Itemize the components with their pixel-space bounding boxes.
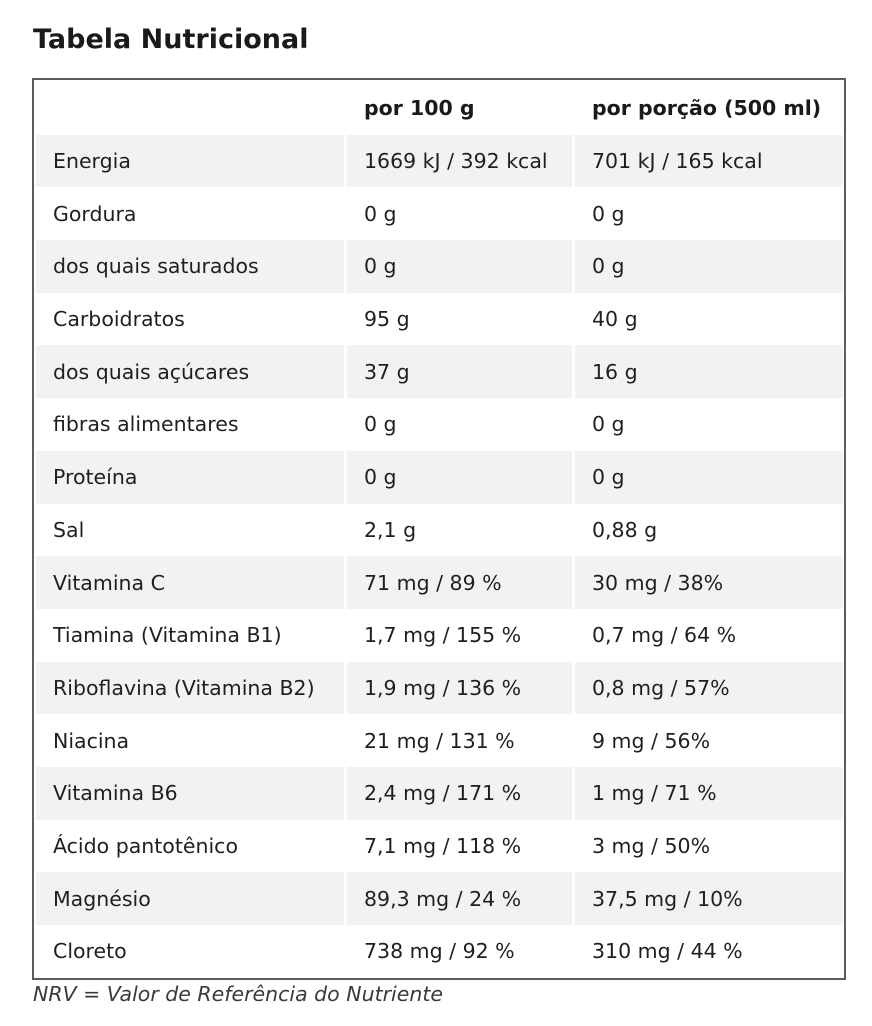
table-row: Niacina 21 mg / 131 % 9 mg / 56% <box>36 714 843 767</box>
per-serving-value-cell: 0,88 g <box>575 503 843 557</box>
table-row: Ácido pantotênico 7,1 mg / 118 % 3 mg / 50… <box>36 819 843 873</box>
nutrient-name-cell: Vitamina B6 <box>36 766 344 820</box>
per-100g-value-cell: 89,3 mg / 24 % <box>347 872 572 925</box>
per-serving-value-cell: 16 g <box>575 345 843 399</box>
table-row: Cloreto 738 mg / 92 % 310 mg / 44 % <box>36 925 843 978</box>
table-row: Magnésio 89,3 mg / 24 % 37,5 mg / 10% <box>36 872 843 925</box>
per-serving-value-cell: 0,7 mg / 64 % <box>575 608 843 662</box>
per-serving-value-cell: 0 g <box>575 398 843 451</box>
per-serving-value-cell: 30 mg / 38% <box>575 556 843 609</box>
per-serving-value-cell: 701 kJ / 165 kcal <box>575 134 843 188</box>
header-per-serving: por porção (500 ml) <box>592 96 822 121</box>
per-serving-value-cell: 0 g <box>575 450 843 504</box>
nutrient-name-cell: Energia <box>36 134 344 188</box>
per-serving-value-cell: 1 mg / 71 % <box>575 766 843 820</box>
per-serving-value-cell: 9 mg / 56% <box>575 714 843 767</box>
nutrient-name-cell: Carboidratos <box>36 292 344 346</box>
header-empty-cell <box>36 82 344 135</box>
nutrient-name-cell: dos quais saturados <box>36 240 344 293</box>
nutrient-name-cell: Vitamina C <box>36 556 344 609</box>
table-header-row: por 100 g por porção (500 ml) <box>36 82 843 135</box>
nutrient-name-cell: Cloreto <box>36 925 344 978</box>
nutrient-name-cell: dos quais açúcares <box>36 345 344 399</box>
nutrient-name-cell: Niacina <box>36 714 344 767</box>
table-row: Carboidratos 95 g 40 g <box>36 292 843 346</box>
per-100g-value-cell: 0 g <box>347 450 572 504</box>
per-100g-value-cell: 21 mg / 131 % <box>347 714 572 767</box>
table-row: Sal 2,1 g 0,88 g <box>36 503 843 557</box>
per-100g-value-cell: 1,7 mg / 155 % <box>347 608 572 662</box>
per-100g-value-cell: 95 g <box>347 292 572 346</box>
per-100g-value-cell: 7,1 mg / 118 % <box>347 819 572 873</box>
per-serving-value-cell: 3 mg / 50% <box>575 819 843 873</box>
per-100g-value-cell: 2,1 g <box>347 503 572 557</box>
nutrition-table: por 100 g por porção (500 ml) Energia 166… <box>33 82 846 978</box>
nutrient-name-cell: Proteína <box>36 450 344 504</box>
table-row: Tiamina (Vitamina B1) 1,7 mg / 155 % 0,7 m… <box>36 608 843 662</box>
per-100g-value-cell: 0 g <box>347 240 572 293</box>
per-serving-value-cell: 37,5 mg / 10% <box>575 872 843 925</box>
nutrient-name-cell: Riboflavina (Vitamina B2) <box>36 661 344 715</box>
nutrient-name-cell: Tiamina (Vitamina B1) <box>36 608 344 662</box>
per-serving-value-cell: 0 g <box>575 187 843 241</box>
per-serving-value-cell: 40 g <box>575 292 843 346</box>
per-serving-value-cell: 0,8 mg / 57% <box>575 661 843 715</box>
nutrition-table-frame: por 100 g por porção (500 ml) Energia 166… <box>32 78 846 980</box>
per-100g-value-cell: 1,9 mg / 136 % <box>347 661 572 715</box>
per-100g-value-cell: 0 g <box>347 187 572 241</box>
per-serving-value-cell: 310 mg / 44 % <box>575 925 843 978</box>
per-100g-value-cell: 37 g <box>347 345 572 399</box>
per-100g-value-cell: 1669 kJ / 392 kcal <box>347 134 572 188</box>
per-100g-value-cell: 0 g <box>347 398 572 451</box>
table-row: Vitamina C 71 mg / 89 % 30 mg / 38% <box>36 556 843 609</box>
table-row: dos quais açúcares 37 g 16 g <box>36 345 843 399</box>
nutrient-name-cell: Gordura <box>36 187 344 241</box>
per-100g-value-cell: 2,4 mg / 171 % <box>347 766 572 820</box>
per-100g-value-cell: 738 mg / 92 % <box>347 925 572 978</box>
per-serving-value-cell: 0 g <box>575 240 843 293</box>
per-100g-value-cell: 71 mg / 89 % <box>347 556 572 609</box>
header-per-100g: por 100 g <box>364 96 475 121</box>
table-body: Energia 1669 kJ / 392 kcal 701 kJ / 165 kc… <box>36 134 843 978</box>
page-title: Tabela Nutricional <box>33 24 309 55</box>
table-row: Riboflavina (Vitamina B2) 1,9 mg / 136 % 0… <box>36 661 843 715</box>
table-row: Vitamina B6 2,4 mg / 171 % 1 mg / 71 % <box>36 766 843 820</box>
nutrient-name-cell: fibras alimentares <box>36 398 344 451</box>
footnote: NRV = Valor de Referência do Nutriente <box>33 982 443 1006</box>
nutrient-name-cell: Ácido pantotênico <box>36 819 344 873</box>
nutrient-name-cell: Magnésio <box>36 872 344 925</box>
nutrient-name-cell: Sal <box>36 503 344 557</box>
table-row: Energia 1669 kJ / 392 kcal 701 kJ / 165 kc… <box>36 134 843 188</box>
